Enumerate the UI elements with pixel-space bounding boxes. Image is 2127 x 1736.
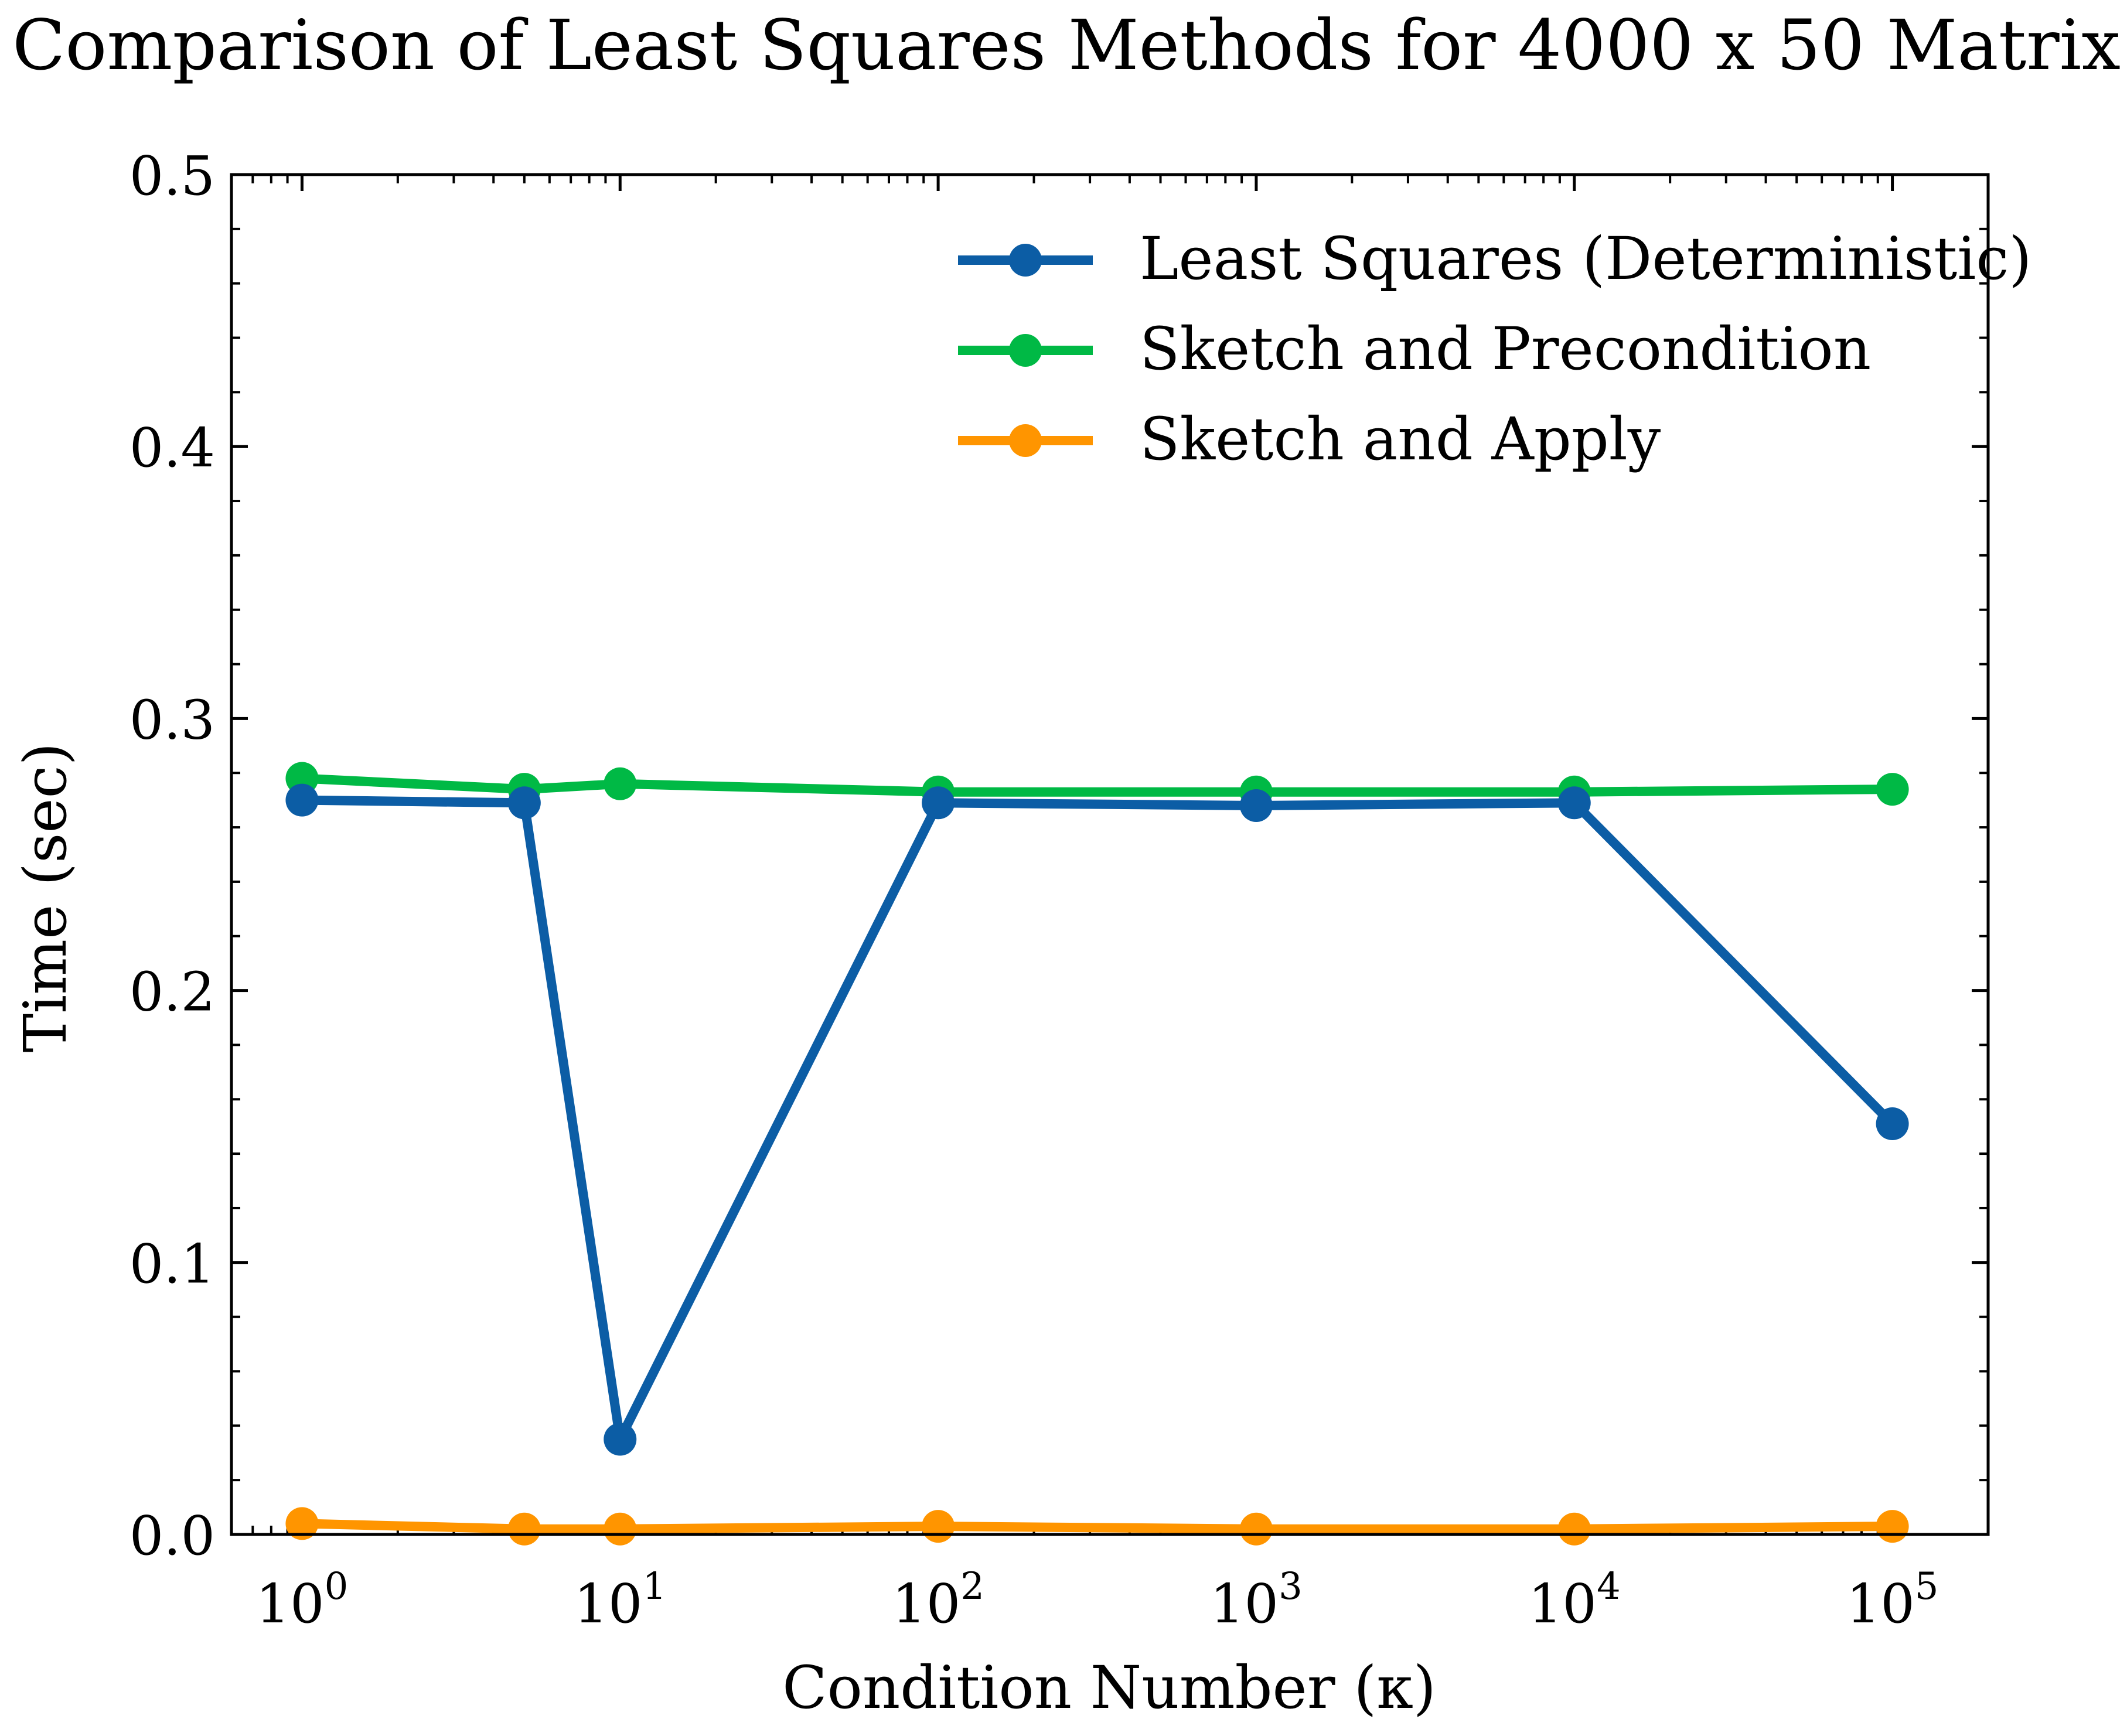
data-point [604,1423,637,1456]
data-point [604,767,637,800]
x-tick-base: 10 [1528,1573,1597,1635]
data-point [1239,789,1273,822]
y-tick-label: 0.0 [129,1505,215,1567]
x-tick-base: 10 [256,1573,325,1635]
series-line [297,795,1897,1444]
x-tick-label: 100 [256,1565,349,1635]
y-tick-label: 0.5 [129,145,215,207]
legend-label: Least Squares (Deterministic) [1140,224,2031,293]
legend-swatch-marker [1009,244,1042,277]
x-tick-label: 104 [1528,1565,1621,1635]
legend-label: Sketch and Apply [1140,405,1661,473]
data-point [1557,786,1591,820]
series-lines [297,773,1897,1534]
x-tick-label: 103 [1210,1565,1303,1635]
x-tick-exponent: 3 [1279,1565,1303,1608]
x-tick-exponent: 5 [1915,1565,1939,1608]
data-point [922,1510,955,1543]
x-axis-label: Condition Number (κ) [782,1653,1436,1722]
plot-area-frame [230,173,1990,1536]
data-point [285,1507,319,1540]
data-point [507,1512,541,1546]
data-point [285,783,319,817]
x-tick-exponent: 1 [642,1565,666,1608]
data-point [922,786,955,820]
data-point [1557,1512,1591,1546]
y-tick-label: 0.2 [129,961,215,1024]
data-point [1876,1107,1909,1141]
x-tick-base: 10 [1846,1573,1915,1635]
legend-swatch-marker [1009,424,1042,457]
data-point [1239,1512,1273,1546]
chart-title: Comparison of Least Squares Methods for … [12,5,2121,86]
x-tick-label: 105 [1846,1565,1939,1635]
x-tick-base: 10 [1210,1573,1279,1635]
x-tick-label: 101 [574,1565,666,1635]
data-point [1876,1510,1909,1543]
x-tick-exponent: 4 [1597,1565,1621,1608]
y-tick-label: 0.3 [129,688,215,751]
legend-swatch-marker [1009,334,1042,367]
x-tick-base: 10 [892,1573,960,1635]
y-axis-label: Time (sec) [11,742,80,1052]
legend-label: Sketch and Precondition [1140,315,1871,383]
x-tick-exponent: 2 [960,1565,984,1608]
data-point [1876,773,1909,806]
series-markers [285,762,1909,1546]
y-tick-label: 0.4 [129,417,215,479]
chart-legend: Least Squares (Deterministic) Sketch and … [958,224,2031,473]
y-tick-label: 0.1 [129,1233,215,1295]
data-point [507,786,541,820]
data-point [604,1512,637,1546]
x-tick-label: 102 [892,1565,984,1635]
x-tick-base: 10 [574,1573,642,1635]
x-tick-exponent: 0 [325,1565,349,1608]
